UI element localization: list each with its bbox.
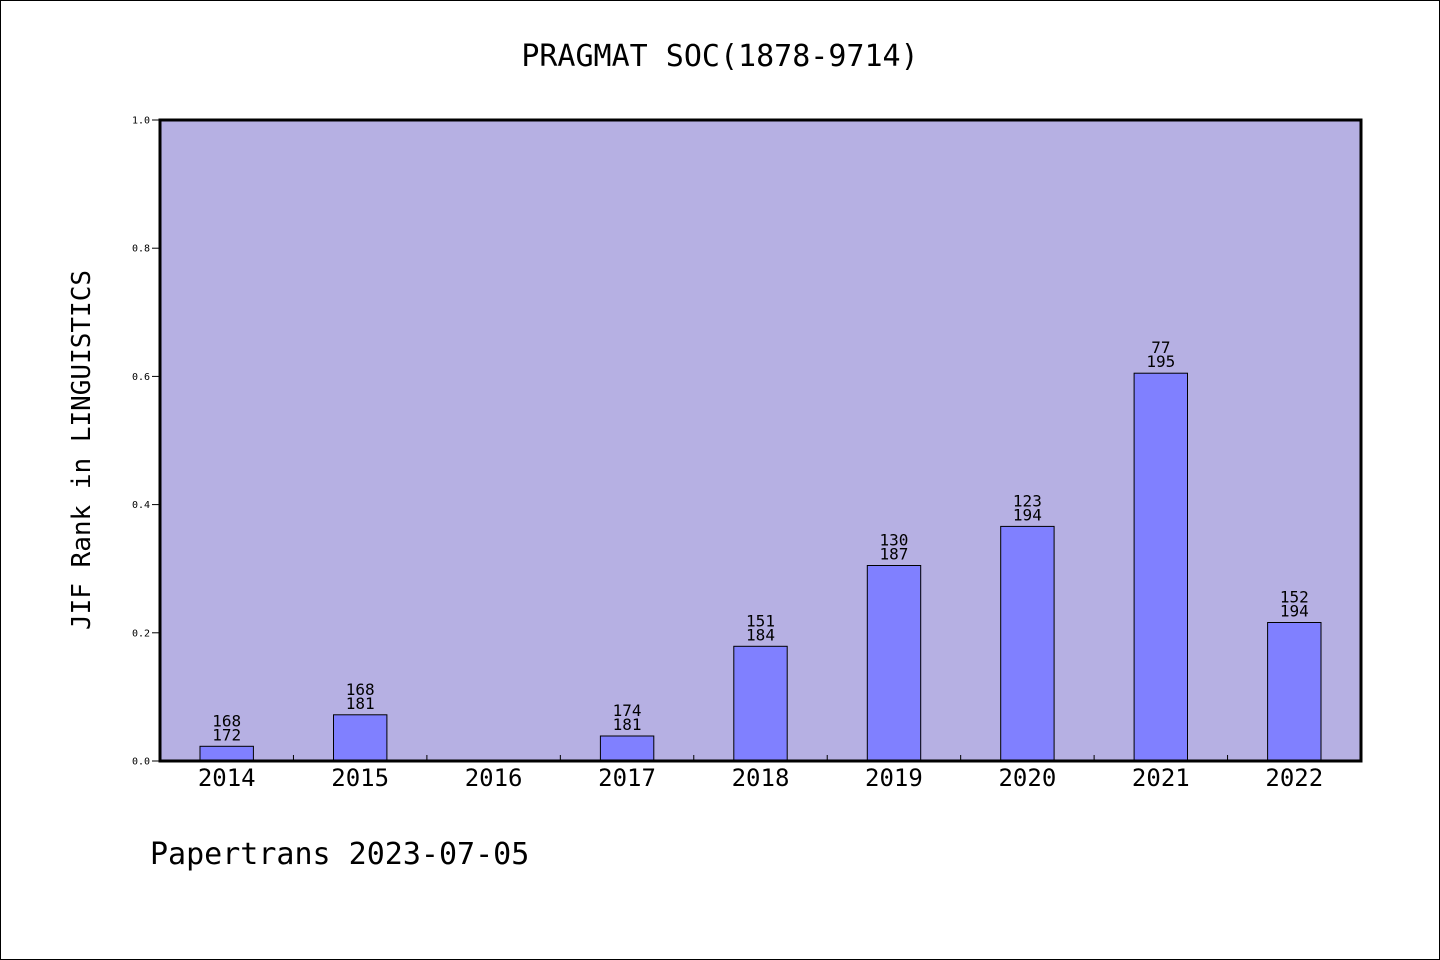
x-tick-label-2017: 2017 — [598, 764, 656, 792]
data-label-bottom-2018: 184 — [746, 625, 775, 644]
y-tick-label: 1.0 — [132, 116, 150, 127]
y-axis-label: JIF Rank in LINGUISTICS — [67, 270, 97, 630]
data-label-bottom-2014: 172 — [212, 725, 241, 744]
y-tick-label: 0.4 — [132, 500, 150, 511]
y-tick-label: 0.2 — [132, 628, 150, 639]
data-label-bottom-2020: 194 — [1013, 505, 1042, 524]
x-tick-label-2022: 2022 — [1265, 764, 1323, 792]
data-label-bottom-2021: 195 — [1146, 352, 1175, 371]
y-tick-label: 0.8 — [132, 244, 150, 255]
data-label-top-2015: 168 — [346, 680, 375, 699]
data-label-bottom-2015: 181 — [346, 694, 375, 713]
bar-2020 — [1000, 525, 1055, 762]
data-label-bottom-2017: 181 — [613, 715, 642, 734]
plot-border — [158, 118, 1363, 763]
bar-2019 — [866, 565, 922, 762]
data-label-top-2022: 152 — [1280, 588, 1309, 607]
data-label-top-2019: 130 — [879, 531, 908, 550]
x-tick-label-2021: 2021 — [1132, 764, 1190, 792]
bar-2018 — [733, 645, 788, 762]
data-label-top-2021: 77 — [1151, 338, 1170, 357]
bar-2021 — [1133, 372, 1188, 762]
x-tick-label-2018: 2018 — [732, 764, 790, 792]
footer-text: Papertrans 2023-07-05 — [150, 837, 529, 872]
bar-2014 — [199, 745, 254, 762]
x-tick-label-2020: 2020 — [998, 764, 1056, 792]
data-label-top-2020: 123 — [1013, 491, 1042, 510]
bar-2022 — [1267, 622, 1322, 762]
data-label-top-2017: 174 — [613, 701, 642, 720]
x-tick-label-2019: 2019 — [865, 764, 923, 792]
bar-2015 — [333, 714, 388, 762]
bar-2017 — [599, 735, 655, 762]
x-tick-label-2015: 2015 — [331, 764, 389, 792]
x-tick-label-2014: 2014 — [198, 764, 256, 792]
chart-title: PRAGMAT SOC(1878-9714) — [521, 39, 918, 74]
data-label-bottom-2022: 194 — [1280, 602, 1309, 621]
data-label-top-2018: 151 — [746, 611, 775, 630]
y-tick-label: 0.0 — [132, 757, 150, 768]
x-tick-label-2016: 2016 — [465, 764, 523, 792]
y-tick-label: 0.6 — [132, 372, 150, 383]
data-label-bottom-2019: 187 — [879, 545, 908, 564]
data-label-top-2014: 168 — [212, 711, 241, 730]
